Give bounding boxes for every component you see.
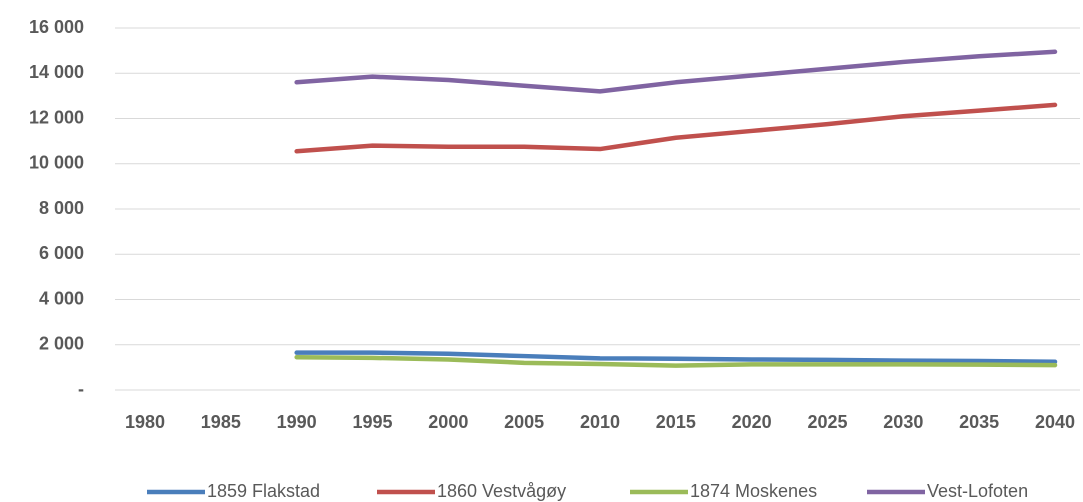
- y-tick-label: 4 000: [39, 288, 84, 308]
- y-tick-label: 16 000: [29, 17, 84, 37]
- legend-label: 1874 Moskenes: [690, 481, 817, 501]
- x-tick-label: 2015: [656, 412, 696, 432]
- x-tick-label: 2010: [580, 412, 620, 432]
- x-tick-label: 2040: [1035, 412, 1075, 432]
- y-tick-label: 14 000: [29, 62, 84, 82]
- series-line: [294, 102, 1058, 154]
- x-tick-label: 1990: [277, 412, 317, 432]
- y-tick-label: 10 000: [29, 153, 84, 173]
- x-tick-label: 1985: [201, 412, 241, 432]
- x-tick-label: 2020: [732, 412, 772, 432]
- x-tick-label: 2000: [428, 412, 468, 432]
- x-tick-label: 2005: [504, 412, 544, 432]
- y-tick-label: 8 000: [39, 198, 84, 218]
- legend-label: Vest-Lofoten: [927, 481, 1028, 501]
- x-tick-label: 1980: [125, 412, 165, 432]
- x-tick-label: 2025: [807, 412, 847, 432]
- legend-label: 1860 Vestvågøy: [437, 481, 566, 501]
- x-tick-label: 2030: [883, 412, 923, 432]
- series-line: [294, 350, 1058, 364]
- y-tick-label: 12 000: [29, 107, 84, 127]
- y-tick-label: -: [78, 379, 84, 399]
- y-tick-label: 2 000: [39, 334, 84, 354]
- x-tick-label: 1995: [352, 412, 392, 432]
- legend-label: 1859 Flakstad: [207, 481, 320, 501]
- series-line: [294, 354, 1058, 368]
- y-tick-label: 6 000: [39, 243, 84, 263]
- x-tick-label: 2035: [959, 412, 999, 432]
- series-line: [294, 49, 1058, 94]
